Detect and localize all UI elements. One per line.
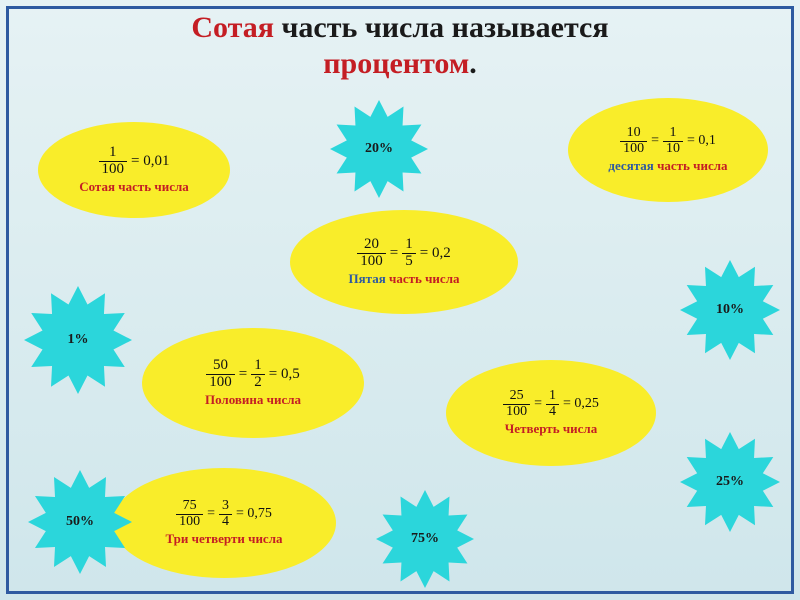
formula: 25100=14= 0,25 bbox=[501, 389, 601, 419]
starburst-pct25: 25% bbox=[680, 432, 780, 532]
bubble-label: десятая часть числа bbox=[608, 158, 727, 174]
bubble-tenth: 10100=110= 0,1 десятая часть числа bbox=[568, 98, 768, 202]
bubble-quarter: 25100=14= 0,25 Четверть числа bbox=[446, 360, 656, 466]
bubble-hundredth: 1100= 0,01Сотая часть числа bbox=[38, 122, 230, 218]
bubble-three-quarters: 75100=34= 0,75 Три четверти числа bbox=[112, 468, 336, 578]
bubble-half: 50100=12= 0,5Половина числа bbox=[142, 328, 364, 438]
starburst-label: 10% bbox=[716, 302, 744, 318]
starburst-pct20: 20% bbox=[330, 100, 428, 198]
formula: 50100=12= 0,5 bbox=[204, 358, 301, 391]
starburst-label: 75% bbox=[411, 531, 439, 547]
title-line2: процентом bbox=[323, 47, 469, 80]
starburst-pct10: 10% bbox=[680, 260, 780, 360]
title-rest: часть числа называется bbox=[281, 11, 608, 44]
bubble-label: Сотая часть числа bbox=[79, 179, 189, 195]
bubble-label: Три четверти числа bbox=[166, 531, 283, 547]
formula: 10100=110= 0,1 bbox=[618, 126, 718, 156]
starburst-pct75: 75% bbox=[376, 490, 474, 588]
starburst-pct50: 50% bbox=[28, 470, 132, 574]
page-title: Сотая часть числа называется процентом. bbox=[0, 10, 800, 82]
starburst-label: 1% bbox=[68, 332, 89, 348]
bubble-label: Половина числа bbox=[205, 392, 301, 408]
formula: 1100= 0,01 bbox=[97, 145, 172, 178]
formula: 75100=34= 0,75 bbox=[174, 499, 274, 529]
bubble-label: Четверть числа bbox=[505, 421, 597, 437]
starburst-label: 20% bbox=[365, 141, 393, 157]
bubble-fifth: 20100=15= 0,2Пятая часть числа bbox=[290, 210, 518, 314]
starburst-label: 25% bbox=[716, 474, 744, 490]
starburst-label: 50% bbox=[66, 514, 94, 530]
starburst-pct1: 1% bbox=[24, 286, 132, 394]
bubble-label: Пятая часть числа bbox=[349, 271, 460, 287]
title-accent: Сотая bbox=[191, 11, 274, 44]
formula: 20100=15= 0,2 bbox=[355, 237, 452, 270]
